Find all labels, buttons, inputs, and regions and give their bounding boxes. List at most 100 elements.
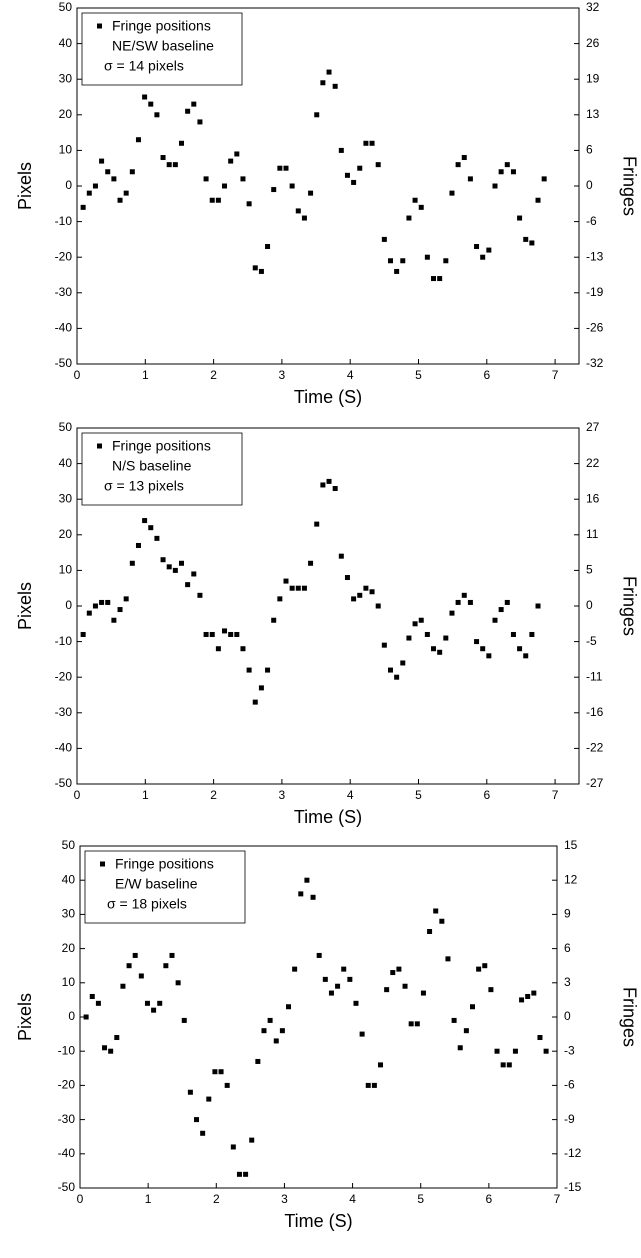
point [283, 165, 289, 171]
point [396, 966, 402, 972]
point [418, 204, 424, 210]
point [111, 617, 117, 623]
point [142, 518, 148, 524]
point [369, 589, 375, 595]
point [142, 94, 148, 100]
point [494, 1048, 500, 1054]
point [212, 1069, 218, 1075]
point [543, 1048, 549, 1054]
legend-box [81, 432, 243, 506]
point [135, 542, 141, 548]
point [510, 169, 516, 175]
y-tick-label: 20 [59, 107, 73, 121]
point [451, 1017, 457, 1023]
y-tick-label: 30 [62, 907, 76, 921]
y-tick-label: 10 [59, 143, 73, 157]
point [326, 478, 332, 484]
point [249, 1137, 255, 1143]
point [338, 553, 344, 559]
point [166, 564, 172, 570]
point [357, 165, 363, 171]
y-axis-label: Pixels [15, 162, 35, 210]
point [120, 983, 126, 989]
x-tick-label: 0 [77, 1192, 84, 1206]
point [332, 83, 338, 89]
y-tick-label: -50 [58, 1180, 76, 1194]
annotation: σ = 18 pixels [107, 896, 187, 912]
point [470, 1004, 476, 1010]
point [92, 183, 98, 189]
y2-axis-label: Fringes [619, 156, 639, 216]
y-tick-label: 0 [65, 178, 72, 192]
annotation: NE/SW baseline [112, 38, 214, 54]
point [301, 215, 307, 221]
point [105, 169, 111, 175]
point [437, 276, 443, 282]
y2-tick-label: -3 [564, 1043, 575, 1057]
point [326, 69, 332, 75]
x-tick-label: 7 [554, 1192, 561, 1206]
point [206, 1096, 212, 1102]
point [369, 140, 375, 146]
point [99, 158, 105, 164]
point [461, 155, 467, 161]
point [455, 162, 461, 168]
point [427, 929, 433, 934]
point [506, 1062, 512, 1068]
point [151, 1007, 157, 1013]
y2-axis-label: Fringes [619, 576, 639, 636]
x-tick-label: 6 [483, 368, 490, 382]
point [480, 254, 486, 260]
point [406, 635, 412, 641]
y2-tick-label: -27 [586, 776, 604, 790]
y-tick-label: 10 [62, 975, 76, 989]
point [80, 631, 86, 637]
point [243, 1171, 249, 1177]
x-tick-label: 1 [145, 1192, 152, 1206]
point [492, 617, 498, 623]
y2-tick-label: 22 [586, 456, 600, 470]
y2-tick-label: -6 [564, 1078, 575, 1092]
point [102, 1045, 108, 1051]
point [271, 617, 277, 623]
point [277, 596, 283, 602]
point [467, 176, 473, 182]
y2-tick-label: 27 [586, 420, 600, 434]
y-tick-label: -20 [55, 249, 73, 263]
y2-tick-label: -13 [586, 249, 604, 263]
point [181, 1017, 187, 1023]
x-tick-label: 0 [74, 788, 81, 802]
point [322, 976, 328, 982]
point [480, 646, 486, 652]
point [537, 1035, 543, 1041]
point [381, 236, 387, 242]
point [455, 599, 461, 605]
x-tick-label: 5 [415, 368, 422, 382]
point [265, 667, 271, 673]
point [449, 610, 455, 616]
point [234, 631, 240, 637]
point [351, 179, 357, 185]
x-tick-label: 2 [213, 1192, 220, 1206]
point [117, 607, 123, 613]
point [215, 646, 221, 652]
y-tick-label: -20 [55, 669, 73, 683]
point [129, 169, 135, 175]
point [89, 993, 95, 999]
point [351, 596, 357, 602]
point [523, 653, 529, 659]
point [160, 557, 166, 563]
y2-tick-label: 13 [586, 107, 600, 121]
point [338, 147, 344, 153]
y-tick-label: -40 [55, 741, 73, 755]
point [83, 1014, 89, 1020]
point [172, 567, 178, 573]
legend-marker [100, 861, 105, 867]
point [80, 204, 86, 210]
point [255, 1058, 261, 1064]
point [172, 162, 178, 168]
y2-tick-label: 6 [564, 941, 571, 955]
x-tick-label: 3 [279, 368, 286, 382]
